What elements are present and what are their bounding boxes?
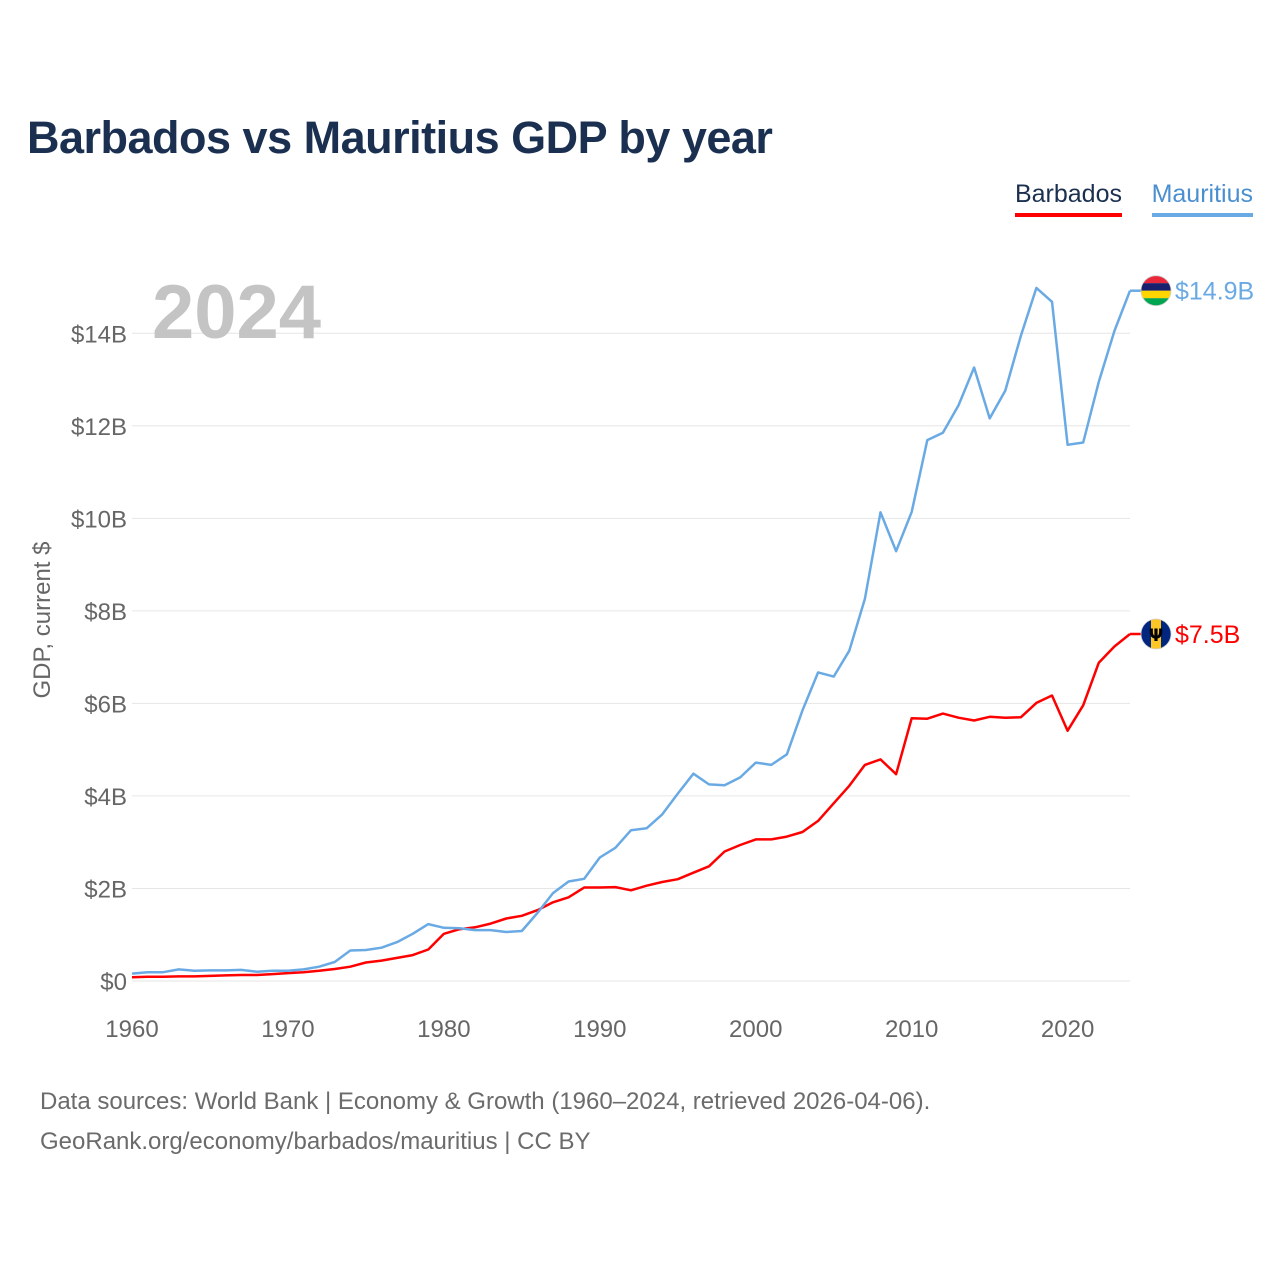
series-end-labels: Ψ $7.5B $14.9B (1130, 275, 1254, 650)
y-tick-label: $14B (71, 321, 127, 348)
sources-link[interactable]: GeoRank.org/economy/barbados/mauritius |… (40, 1128, 591, 1155)
y-tick-label: $0 (100, 969, 127, 996)
x-tick-label: 2010 (885, 1016, 938, 1043)
flag-stripe (1141, 283, 1171, 291)
end-value-label-mauritius: $14.9B (1175, 278, 1254, 306)
sources-note: Data sources: World Bank | Economy & Gro… (40, 1082, 930, 1162)
flag-stripe (1141, 290, 1171, 299)
flag-stripe (1141, 298, 1171, 306)
y-axis-title: GDP, current $ (29, 542, 56, 699)
chart-title: Barbados vs Mauritius GDP by year (27, 112, 773, 163)
series-line-mauritius (131, 286, 1132, 975)
series-lines (131, 286, 1132, 979)
y-tick-label: $6B (84, 691, 127, 718)
x-tick-label: 2000 (729, 1016, 782, 1043)
x-tick-label: 1970 (261, 1016, 314, 1043)
grid-lines (132, 332, 1130, 982)
legend-item-mauritius[interactable]: Mauritius (1151, 180, 1253, 217)
x-axis-tick-labels: 1960 1970 1980 1990 2000 2010 2020 (105, 1016, 1094, 1043)
flag-band (1161, 619, 1171, 649)
x-tick-label: 1960 (105, 1016, 158, 1043)
x-tick-label: 2020 (1041, 1016, 1094, 1043)
flag-stripe (1141, 275, 1171, 284)
series-line-barbados (131, 633, 1131, 979)
flag-band (1151, 619, 1161, 649)
y-tick-label: $8B (84, 599, 127, 626)
flag-band (1141, 619, 1151, 649)
legend-item-barbados[interactable]: Barbados (1014, 180, 1122, 217)
mauritius-flag-icon (1140, 275, 1172, 307)
y-tick-label: $2B (84, 876, 127, 903)
year-watermark: 2024 (152, 270, 321, 355)
end-value-label-barbados: $7.5B (1175, 621, 1240, 649)
y-tick-label: $10B (71, 506, 127, 533)
x-tick-label: 1990 (573, 1016, 626, 1043)
y-tick-label: $4B (84, 784, 127, 811)
flag-trident: Ψ (1149, 626, 1163, 646)
barbados-flag-icon: Ψ (1140, 618, 1172, 650)
y-tick-label: $12B (71, 414, 127, 441)
x-tick-label: 1980 (417, 1016, 470, 1043)
y-axis-tick-labels: $0 $2B $4B $6B $8B $10B $12B $14B (71, 321, 127, 996)
sources-line: Data sources: World Bank | Economy & Gro… (40, 1088, 931, 1115)
